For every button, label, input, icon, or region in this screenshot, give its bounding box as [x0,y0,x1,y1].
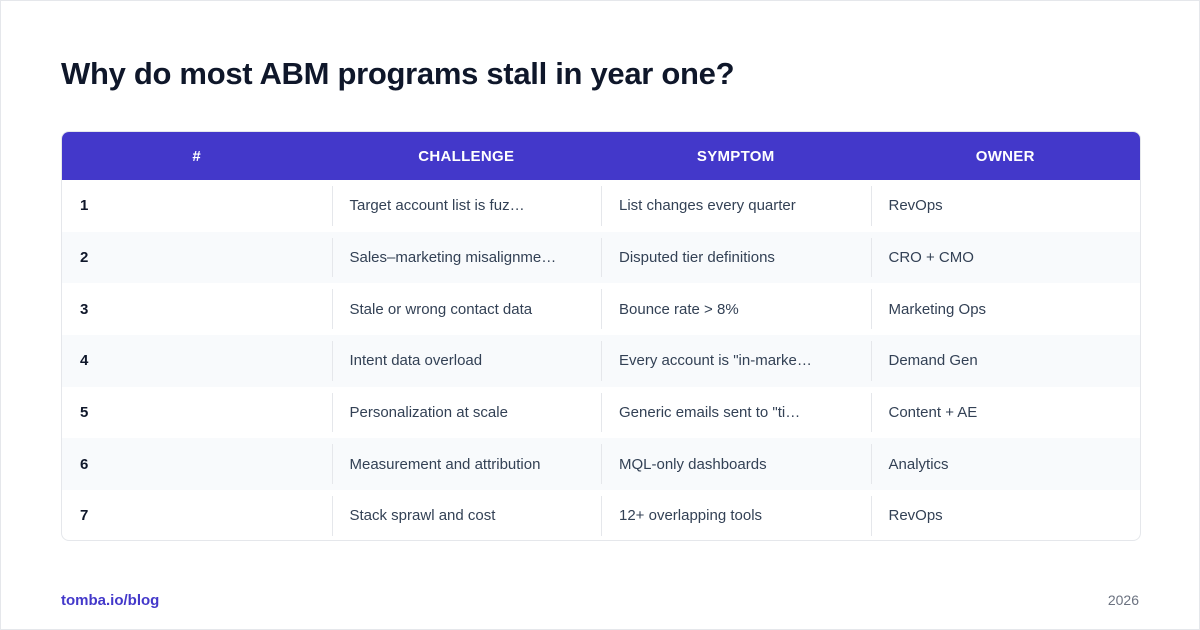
table-row: 2 Sales–marketing misalignme… Disputed t… [62,231,1141,284]
row-number: 7 [80,507,89,525]
blog-link[interactable]: tomba.io/blog [61,592,160,609]
table-row: 7 Stack sprawl and cost 12+ overlapping … [62,490,1141,540]
challenge-cell: Stack sprawl and cost [331,490,602,540]
row-number: 3 [80,300,89,318]
year-label: 2026 [1107,592,1139,608]
row-number: 1 [80,197,89,215]
header-symptom: SYMPTOM [696,147,775,165]
symptom-cell: Disputed tier definitions [601,232,871,284]
row-number: 5 [80,404,89,422]
abm-challenges-table: # CHALLENGE SYMPTOM OWNER 1 Target accou… [61,131,1141,541]
owner-cell: Demand Gen [870,335,1141,387]
table-row: 4 Intent data overload Every account is … [62,335,1140,387]
table-row: 1 Target account list is fuz… List chang… [62,180,1140,232]
owner-cell: CRO + CMO [870,232,1141,284]
symptom-cell: List changes every quarter [601,180,871,232]
page-title: Why do most ABM programs stall in year o… [61,56,735,91]
table-row: 5 Personalization at scale Generic email… [62,387,1140,439]
table-row: 6 Measurement and attribution MQL-only d… [62,438,1141,491]
header-number: # [192,147,202,165]
challenge-cell: Sales–marketing misalignme… [331,232,602,284]
symptom-cell: MQL-only dashboards [601,438,871,490]
owner-cell: RevOps [870,490,1141,540]
owner-cell: Content + AE [870,387,1141,439]
owner-cell: RevOps [870,180,1141,232]
header-owner: OWNER [975,147,1035,165]
owner-cell: Analytics [870,438,1141,490]
challenge-cell: Measurement and attribution [331,438,602,490]
challenge-cell: Intent data overload [331,335,602,387]
symptom-cell: Every account is "in-marke… [601,335,871,387]
header-challenge: CHALLENGE [418,147,515,165]
challenge-cell: Stale or wrong contact data [331,283,602,335]
table-header: # CHALLENGE SYMPTOM OWNER [62,132,1140,180]
row-number: 4 [80,352,89,370]
challenge-cell: Target account list is fuz… [331,180,602,232]
symptom-cell: 12+ overlapping tools [601,490,871,540]
owner-cell: Marketing Ops [870,283,1141,335]
row-number: 6 [80,455,89,473]
challenge-cell: Personalization at scale [331,387,602,439]
symptom-cell: Generic emails sent to "ti… [601,387,871,439]
symptom-cell: Bounce rate > 8% [601,283,871,335]
table-row: 3 Stale or wrong contact data Bounce rat… [62,283,1140,335]
row-number: 2 [80,249,89,267]
